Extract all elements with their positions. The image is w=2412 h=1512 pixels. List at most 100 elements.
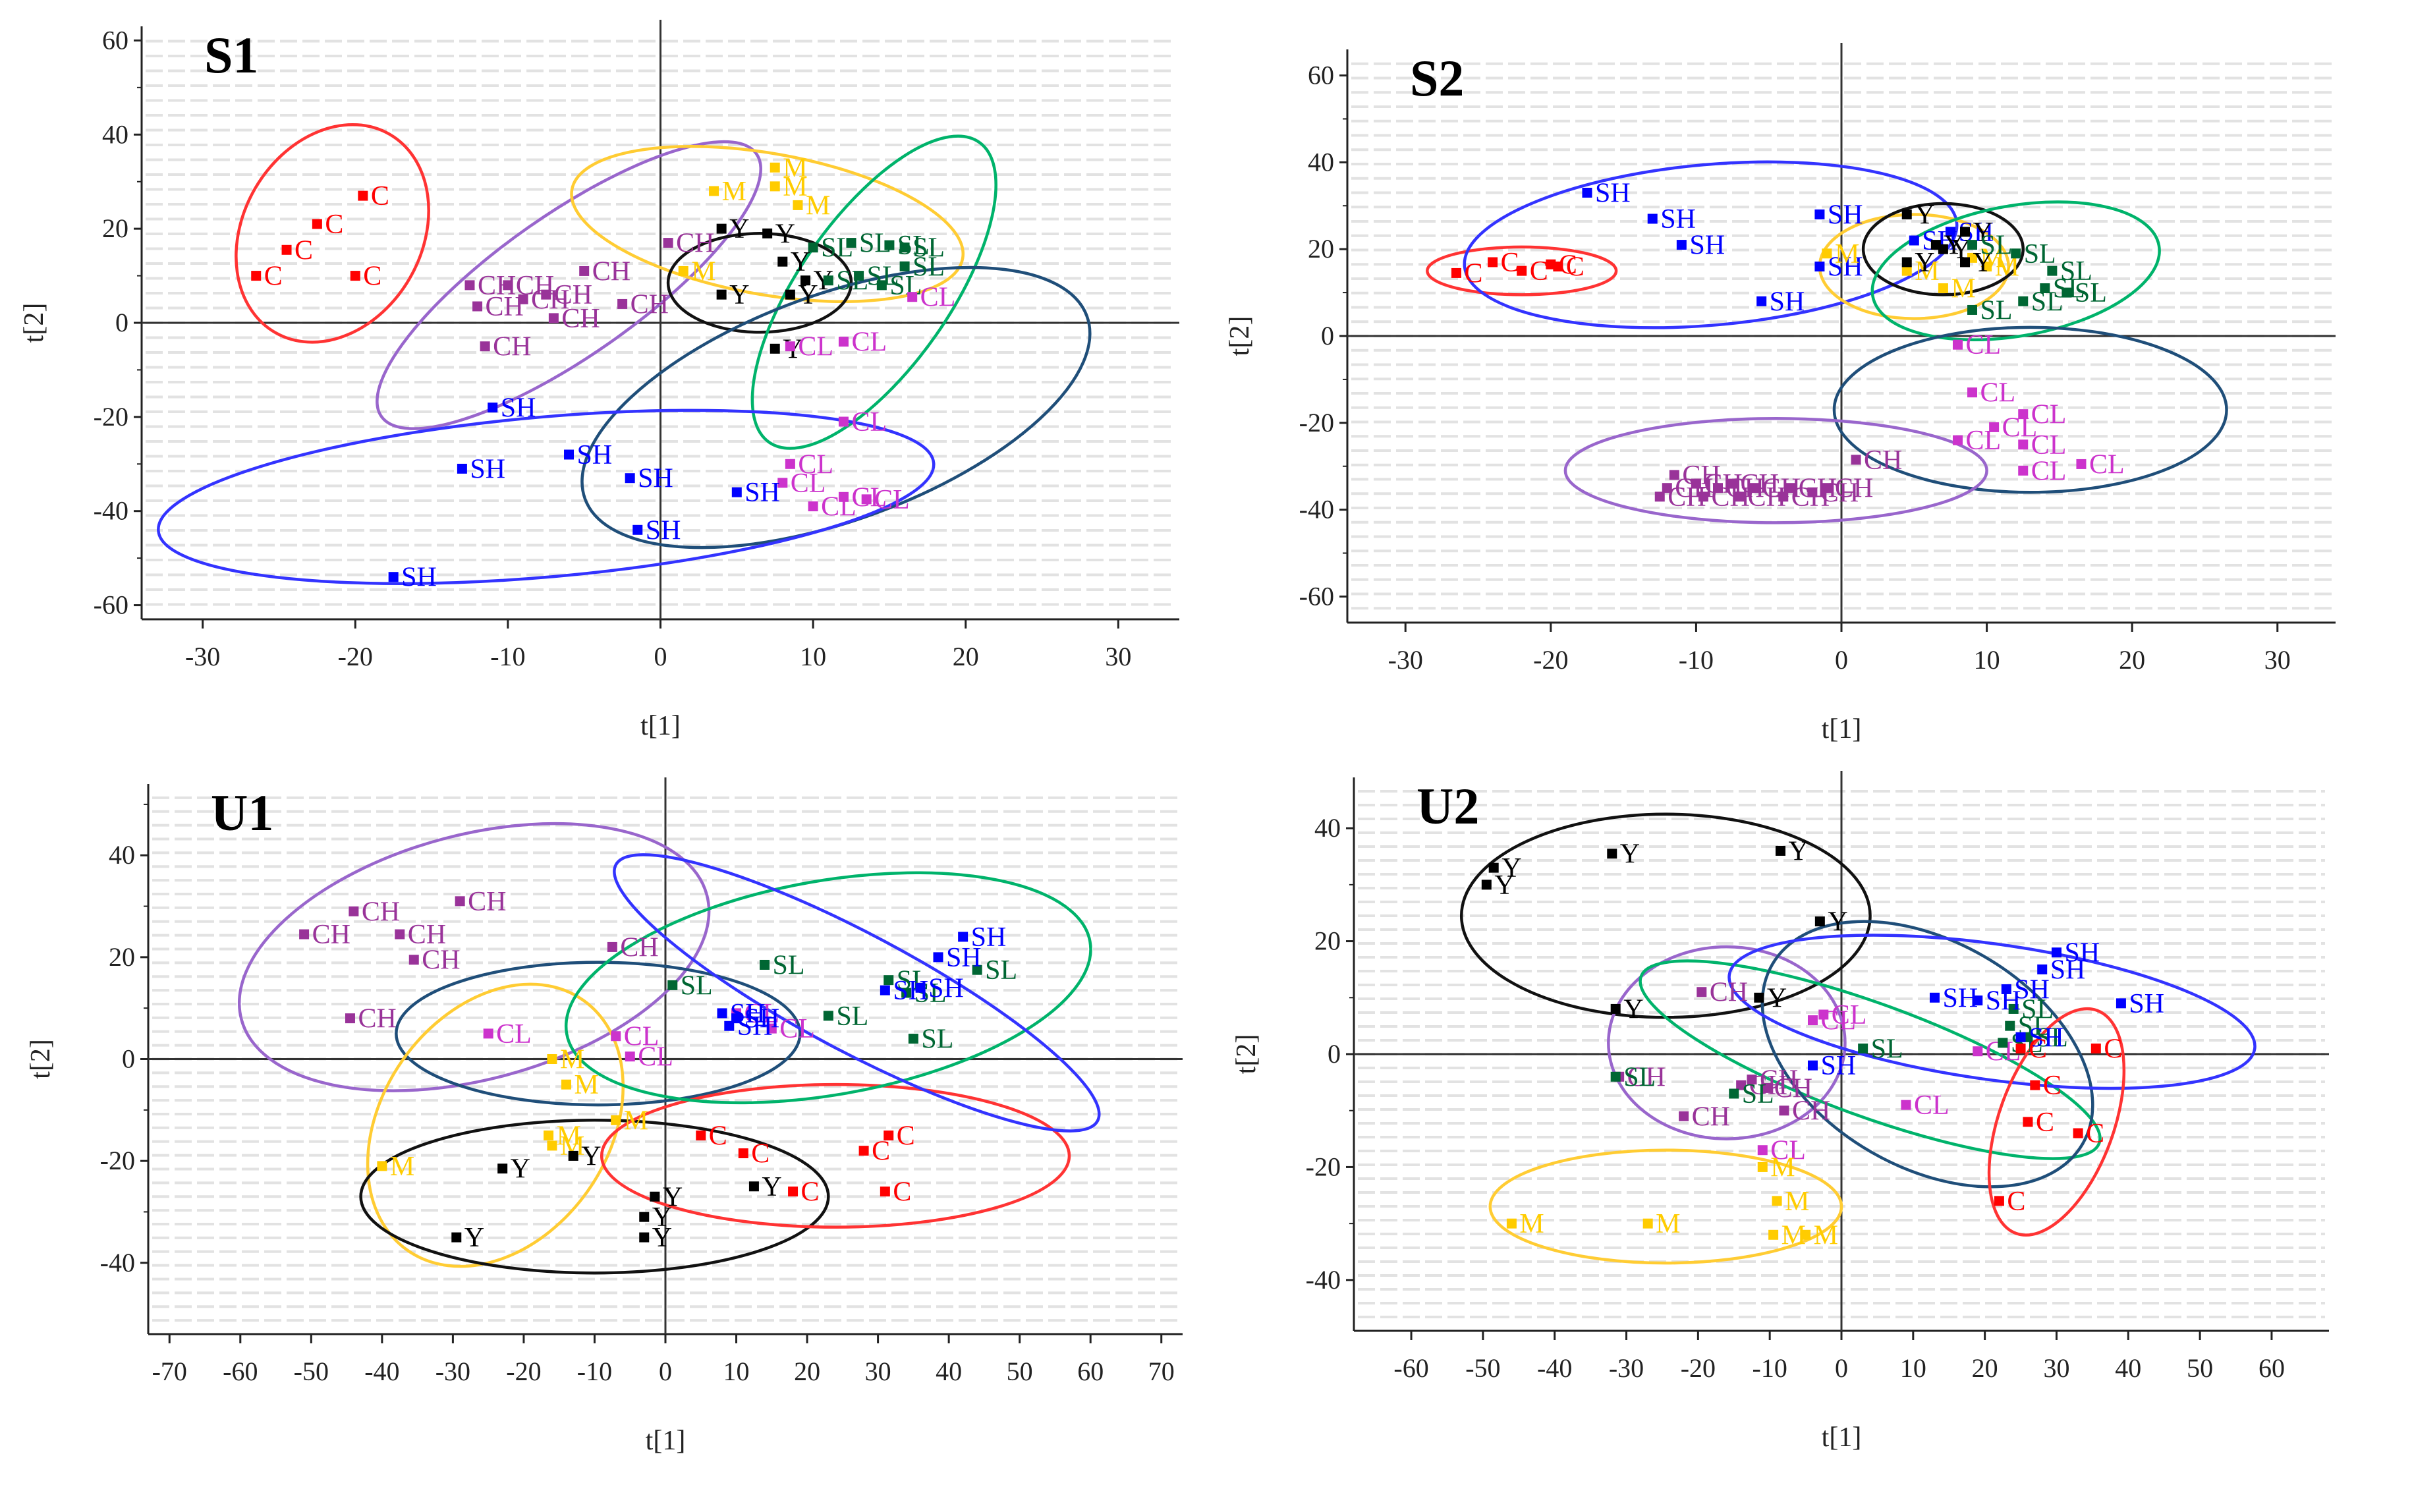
data-point-ch — [1749, 483, 1760, 493]
point-label: SL — [2060, 256, 2092, 287]
point-label: Y — [729, 280, 749, 310]
data-point-c — [738, 1148, 748, 1159]
point-label: SL — [1871, 1034, 1903, 1064]
data-point-cl — [625, 1051, 635, 1062]
data-point-sh — [933, 952, 943, 963]
data-point-ch — [408, 955, 419, 965]
data-point-m — [1982, 262, 1992, 272]
point-label: CH — [1792, 1096, 1830, 1127]
point-label: CH — [408, 920, 446, 950]
data-point-sl — [2005, 1021, 2015, 1031]
point-label: CH — [358, 1004, 396, 1034]
confidence-ellipse-ch — [237, 822, 711, 1092]
point-label: SL — [2036, 1022, 2068, 1053]
data-point-y — [639, 1212, 650, 1222]
point-label: SH — [1828, 200, 1863, 230]
data-point-ch — [579, 266, 590, 276]
data-point-ch — [663, 238, 673, 248]
data-point-sh — [1647, 213, 1658, 224]
x-tick-label: 60 — [1077, 1357, 1104, 1386]
point-label: CL — [798, 449, 833, 480]
point-label: Y — [1915, 248, 1934, 278]
point-label: CL — [2089, 449, 2125, 480]
data-point-c — [696, 1130, 706, 1140]
confidence-ellipse-c — [600, 1082, 1071, 1229]
data-point-m — [709, 186, 719, 196]
data-point-sl — [760, 959, 770, 970]
data-point-y — [762, 228, 773, 238]
data-point-cl — [2018, 439, 2029, 450]
data-point-ch — [1727, 478, 1738, 489]
data-point-sl — [1610, 1071, 1621, 1082]
data-point-y — [1960, 227, 1970, 237]
y-tick-label: 40 — [1314, 813, 1341, 843]
point-label: M — [783, 153, 807, 183]
point-label: SL — [912, 233, 945, 264]
data-point-c — [2023, 1117, 2033, 1127]
data-point-cl — [838, 416, 849, 427]
point-label: M — [1519, 1209, 1544, 1239]
x-tick-label: 10 — [800, 642, 826, 671]
data-point-sh — [632, 524, 643, 535]
point-label: C — [1530, 256, 1548, 287]
data-point-sl — [884, 240, 895, 250]
data-point-sl — [876, 280, 887, 291]
y-tick-label: -40 — [94, 496, 128, 526]
point-label: M — [1835, 239, 1859, 269]
data-point-y — [1901, 257, 1912, 267]
data-point-y — [1901, 209, 1912, 219]
data-point-ch — [299, 929, 310, 939]
data-point-m — [1801, 1229, 1811, 1240]
point-label: CH — [631, 289, 669, 320]
y-tick-label: -20 — [100, 1146, 135, 1175]
point-label: CH — [1820, 478, 1859, 508]
data-point-ch — [480, 341, 490, 352]
point-label: SL — [1623, 1062, 1656, 1092]
x-tick-label: -10 — [1679, 645, 1714, 675]
data-point-m — [793, 200, 803, 210]
y-axis-label: t[2] — [1231, 1034, 1262, 1075]
confidence-ellipse-m — [570, 144, 965, 304]
point-label: C — [1464, 258, 1482, 289]
data-point-ch — [1679, 1111, 1689, 1121]
x-tick-label: -30 — [185, 642, 220, 671]
x-tick-label: 0 — [659, 1357, 672, 1386]
point-label: CH — [561, 304, 600, 334]
data-point-y — [800, 275, 811, 286]
point-label: M — [557, 1121, 581, 1151]
data-point-ch — [1698, 491, 1708, 502]
data-point-c — [1517, 266, 1527, 276]
point-label: C — [264, 262, 283, 292]
data-point-sh — [457, 463, 467, 474]
point-label: CL — [1914, 1090, 1949, 1121]
data-point-c — [880, 1187, 890, 1197]
x-tick-label: 30 — [865, 1357, 891, 1386]
data-point-ch — [349, 906, 359, 916]
data-point-y — [748, 1181, 759, 1192]
x-axis-label: t[1] — [646, 1426, 686, 1456]
data-point-ch — [503, 280, 513, 291]
point-label: M — [806, 190, 830, 221]
data-point-y — [1488, 862, 1499, 873]
point-label: SH — [577, 440, 613, 470]
y-tick-label: 20 — [1308, 234, 1334, 264]
data-point-y — [1754, 992, 1764, 1003]
point-label: C — [872, 1136, 890, 1167]
y-tick-label: 60 — [102, 25, 128, 55]
point-label: CL — [624, 1022, 659, 1052]
data-point-sh — [724, 1021, 735, 1031]
point-label: CL — [2031, 456, 2067, 486]
point-label: M — [1770, 1152, 1795, 1183]
data-point-sh — [1582, 188, 1592, 198]
data-point-m — [1772, 1196, 1782, 1206]
data-point-ch — [1654, 491, 1665, 502]
data-point-sl — [2040, 283, 2050, 293]
data-point-m — [1757, 1162, 1768, 1172]
data-point-m — [1822, 248, 1832, 259]
data-point-ch — [1822, 483, 1832, 493]
data-point-ch — [1747, 1075, 1757, 1085]
data-point-c — [281, 244, 292, 255]
data-point-sl — [854, 271, 864, 281]
point-label: M — [1951, 274, 1975, 304]
data-point-ch — [455, 896, 465, 907]
